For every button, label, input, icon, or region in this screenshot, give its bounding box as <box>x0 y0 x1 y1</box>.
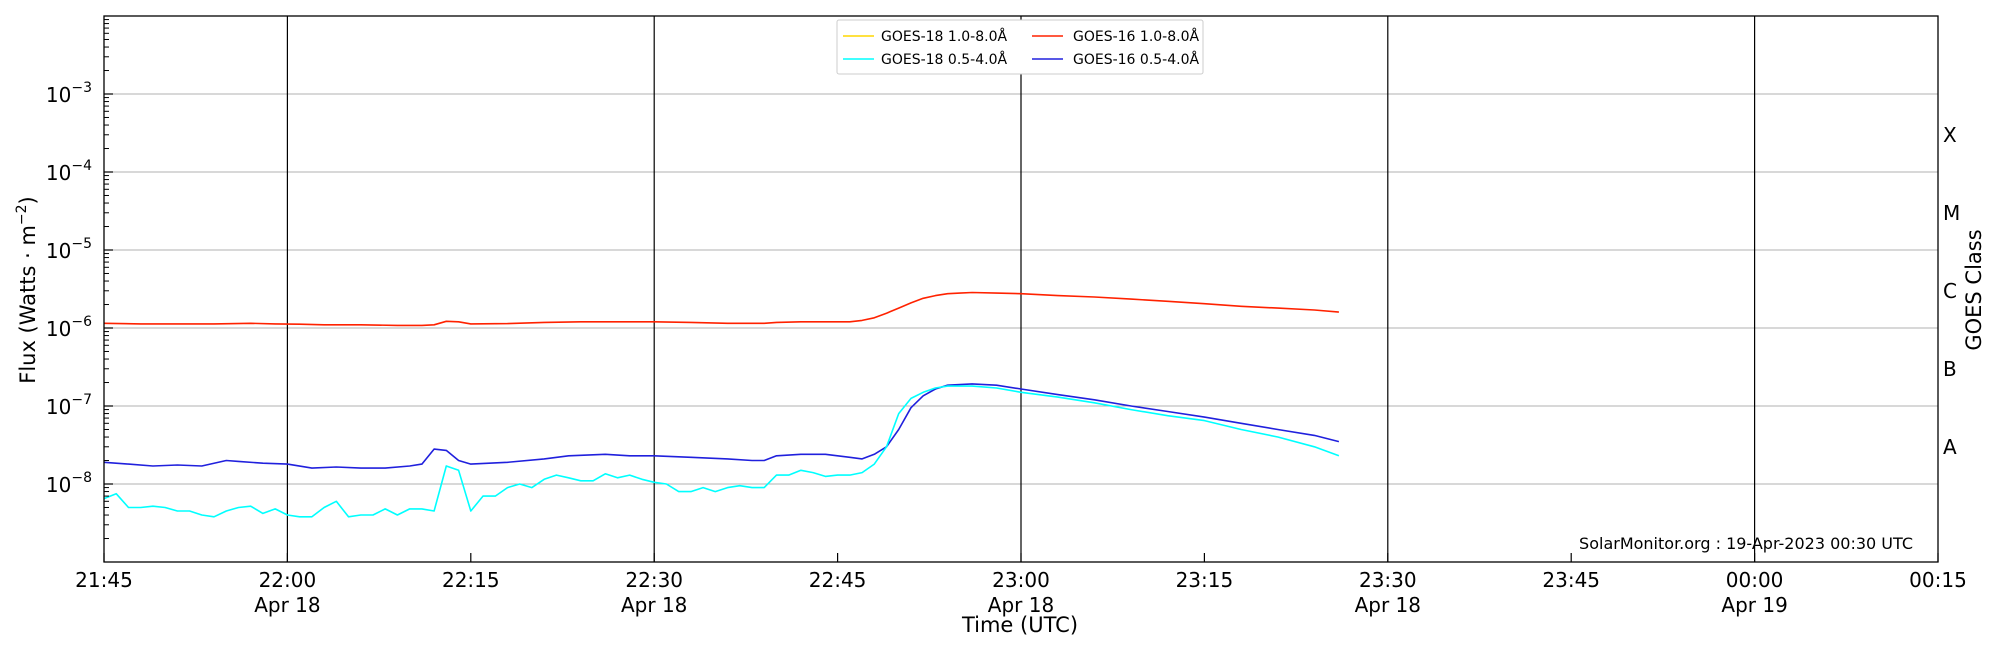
series-line <box>103 383 1340 469</box>
x-tick-label: 21:45 <box>75 568 133 592</box>
y-tick-label: 10−3 <box>46 80 92 107</box>
x-tick-label: 23:15 <box>1176 568 1234 592</box>
goes-class-label: M <box>1943 201 1960 225</box>
goes-class-label: A <box>1943 435 1957 459</box>
y-axis-label: Flux (Watts · m−2) <box>14 196 40 384</box>
x-tick-label: 00:00 <box>1726 568 1784 592</box>
x-tick-label: 22:30 <box>625 568 683 592</box>
x-tick-label: 00:15 <box>1909 568 1967 592</box>
y-tick-label: 10−6 <box>46 314 92 341</box>
legend-label-goes16-short: GOES-16 0.5-4.0Å <box>1073 51 1199 68</box>
y-tick-label: 10−5 <box>46 236 92 263</box>
x-tick-date-label: Apr 18 <box>1355 593 1421 617</box>
watermark: SolarMonitor.org : 19-Apr-2023 00:30 UTC <box>1579 534 1913 553</box>
x-tick-label: 22:45 <box>809 568 867 592</box>
grid-layer <box>104 16 1938 562</box>
series-layer <box>103 291 1340 518</box>
legend-label-goes18-long: GOES-18 1.0-8.0Å <box>881 28 1007 45</box>
legend: GOES-18 1.0-8.0Å GOES-16 1.0-8.0Å GOES-1… <box>836 19 1204 75</box>
x-tick-label: 22:00 <box>259 568 317 592</box>
x-axis-label: Time (UTC) <box>961 613 1078 637</box>
x-tick-date-label: Apr 19 <box>1721 593 1787 617</box>
x-tick-label: 23:00 <box>992 568 1050 592</box>
y-axis-label-main: Flux (Watts · m <box>16 225 40 384</box>
legend-label-goes18-short: GOES-18 0.5-4.0Å <box>881 51 1007 68</box>
y-tick-label: 10−7 <box>46 392 92 419</box>
y-right-axis-label: GOES Class <box>1962 229 1986 350</box>
goes-class-label: X <box>1943 123 1957 147</box>
x-tick-date-label: Apr 18 <box>988 593 1054 617</box>
y-axis-label-close: ) <box>16 196 40 204</box>
goes-class-label: C <box>1943 279 1957 303</box>
series-line <box>103 385 1340 518</box>
x-tick-label: 23:30 <box>1359 568 1417 592</box>
legend-box <box>836 19 1204 75</box>
x-tick-date-label: Apr 18 <box>621 593 687 617</box>
x-tick-date-label: Apr 18 <box>254 593 320 617</box>
goes-class-label: B <box>1943 357 1957 381</box>
y-tick-label: 10−4 <box>46 158 92 185</box>
x-tick-label: 23:45 <box>1542 568 1600 592</box>
y-axis-label-exponent: −2 <box>14 204 30 225</box>
y-tick-label: 10−8 <box>46 470 92 497</box>
series-line <box>103 291 1339 327</box>
legend-label-goes16-long: GOES-16 1.0-8.0Å <box>1073 28 1199 45</box>
x-tick-label: 22:15 <box>442 568 500 592</box>
